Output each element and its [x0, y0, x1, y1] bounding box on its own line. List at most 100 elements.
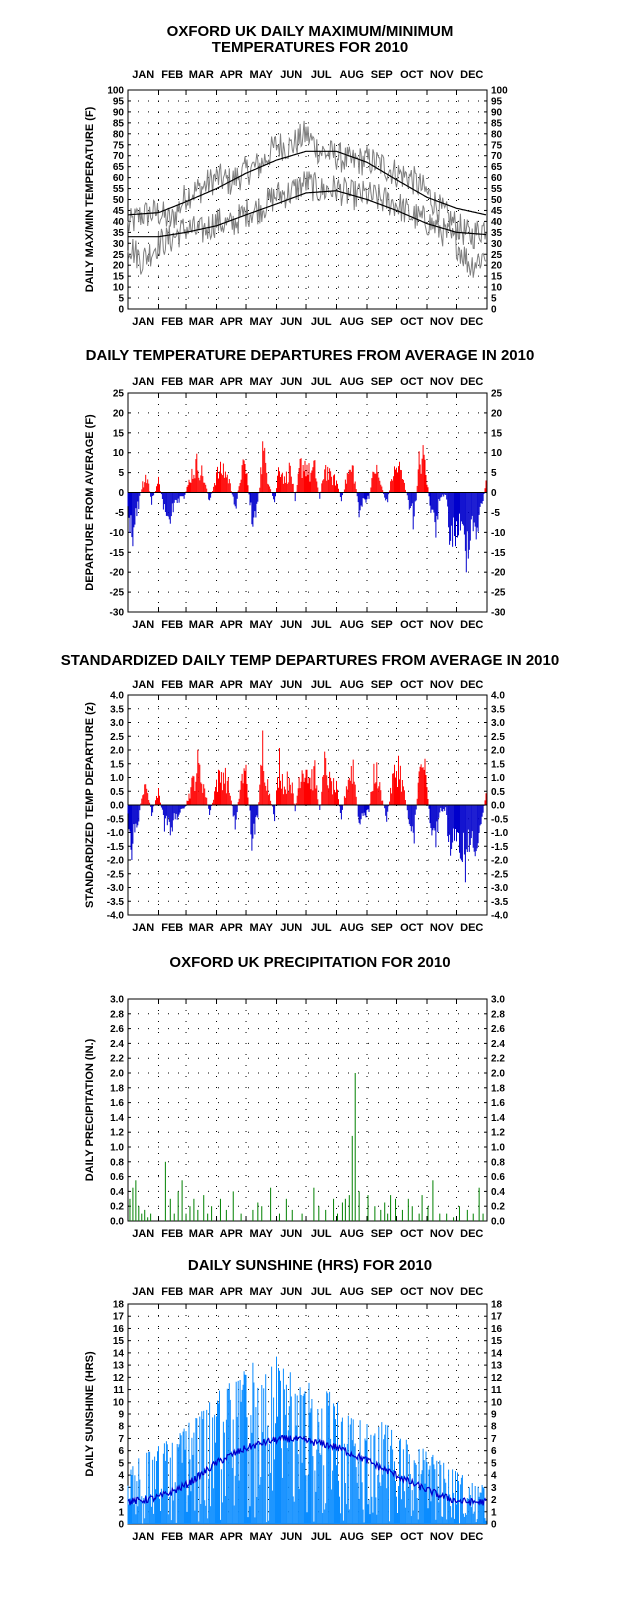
y-tick-label-right: 60: [491, 173, 503, 184]
y-tick-label-right: 2.0: [491, 1069, 505, 1080]
y-tick-label-right: -20: [491, 568, 506, 579]
y-tick-label-left: 70: [113, 151, 125, 162]
y-tick-label-right: -3.5: [491, 897, 509, 908]
month-label-top: MAY: [250, 376, 274, 388]
month-label-top: JAN: [132, 376, 154, 388]
y-tick-label-right: -25: [491, 588, 506, 599]
y-tick-label-right: 15: [491, 272, 503, 283]
month-label-top: NOV: [430, 69, 455, 81]
y-tick-label-right: 10: [491, 1397, 503, 1408]
month-label-bottom: AUG: [340, 1531, 364, 1543]
y-tick-label-left: -2.5: [107, 869, 125, 880]
month-label-top: AUG: [340, 376, 364, 388]
y-tick-label-left: 2: [118, 1495, 124, 1506]
month-label-top: AUG: [340, 679, 364, 691]
y-tick-label-right: -5: [491, 508, 500, 519]
y-tick-label-left: 0.6: [110, 1172, 124, 1183]
y-tick-label-left: 13: [113, 1361, 125, 1372]
month-label-top: JUL: [311, 69, 332, 81]
month-label-bottom: APR: [220, 619, 243, 631]
y-tick-label-left: -25: [110, 588, 125, 599]
month-label-bottom: JUL: [311, 619, 332, 631]
chart-title: DAILY SUNSHINE (HRS) FOR 2010: [188, 1257, 432, 1274]
month-label-bottom: DEC: [460, 1531, 483, 1543]
y-tick-label-right: 25: [491, 250, 503, 261]
y-tick-label-left: 8: [118, 1422, 124, 1433]
y-tick-label-right: 25: [491, 389, 503, 400]
y-tick-label-left: -3.5: [107, 897, 125, 908]
month-label-bottom: MAY: [250, 1228, 274, 1240]
month-label-top: JUN: [280, 1286, 302, 1298]
y-tick-label-right: 3.5: [491, 704, 505, 715]
month-label-top: FEB: [161, 1286, 183, 1298]
y-tick-label-left: 17: [113, 1312, 125, 1323]
month-label-top: MAR: [189, 69, 214, 81]
month-label-top: APR: [220, 1286, 243, 1298]
y-tick-label-right: 0: [491, 488, 497, 499]
y-tick-label-left: -0.5: [107, 814, 125, 825]
month-label-top: FEB: [161, 679, 183, 691]
month-label-bottom: FEB: [161, 316, 183, 328]
y-tick-label-right: 1.8: [491, 1083, 505, 1094]
y-tick-label-left: 0.2: [110, 1202, 124, 1213]
month-label-bottom: OCT: [400, 922, 424, 934]
y-tick-label-left: 1.0: [110, 1143, 124, 1154]
month-label-top: AUG: [340, 69, 364, 81]
y-tick-label-right: 2.8: [491, 1009, 505, 1020]
month-label-bottom: SEP: [371, 1228, 393, 1240]
y-tick-label-right: 20: [491, 261, 503, 272]
y-tick-label-left: 18: [113, 1300, 125, 1311]
y-tick-label-left: 2.4: [110, 1039, 124, 1050]
month-label-top: FEB: [161, 376, 183, 388]
month-label-bottom: MAR: [189, 316, 214, 328]
y-tick-label-right: 2.2: [491, 1054, 505, 1065]
y-tick-label-right: 11: [491, 1385, 502, 1396]
y-tick-label-right: -1.5: [491, 842, 509, 853]
y-tick-label-right: 1.4: [491, 1113, 505, 1124]
y-tick-label-left: 50: [113, 195, 125, 206]
month-label-top: OCT: [400, 376, 424, 388]
month-label-bottom: JAN: [132, 316, 154, 328]
y-tick-label-right: 5: [491, 294, 497, 305]
y-tick-label-left: 0: [118, 305, 124, 316]
chart-title: OXFORD UK PRECIPITATION FOR 2010: [169, 954, 450, 971]
month-label-bottom: JAN: [132, 619, 154, 631]
month-label-top: APR: [220, 376, 243, 388]
y-axis-label: STANDARDIZED TEMP DEPARTURE (z): [84, 702, 96, 908]
y-tick-label-left: 5: [118, 1458, 124, 1469]
y-tick-label-right: 4.0: [491, 691, 505, 702]
y-tick-label-right: -2.0: [491, 856, 509, 867]
y-tick-label-right: 1.0: [491, 1143, 505, 1154]
month-label-top: APR: [220, 679, 243, 691]
y-tick-label-right: 18: [491, 1300, 503, 1311]
y-tick-label-left: -5: [115, 508, 124, 519]
y-tick-label-right: 45: [491, 206, 503, 217]
month-label-top: JUL: [311, 679, 332, 691]
y-tick-label-left: -20: [110, 568, 125, 579]
month-label-top: JUL: [311, 376, 332, 388]
y-tick-label-right: 17: [491, 1312, 503, 1323]
y-tick-label-left: 55: [113, 184, 125, 195]
y-tick-label-left: 9: [118, 1410, 124, 1421]
y-tick-label-left: 0.0: [110, 1217, 124, 1228]
chart-std: STANDARDIZED DAILY TEMP DEPARTURES FROM …: [61, 652, 559, 934]
month-label-top: JUN: [280, 679, 302, 691]
y-tick-label-left: 0.0: [110, 801, 124, 812]
y-tick-label-right: 2: [491, 1495, 497, 1506]
y-tick-label-left: 60: [113, 173, 125, 184]
y-tick-label-left: 3.0: [110, 718, 124, 729]
y-tick-label-left: 85: [113, 118, 125, 129]
month-label-bottom: NOV: [430, 316, 455, 328]
y-axis-label: DAILY SUNSHINE (HRS): [84, 1351, 96, 1477]
y-tick-label-left: 45: [113, 206, 125, 217]
month-label-bottom: APR: [220, 1228, 243, 1240]
y-tick-label-right: 70: [491, 151, 503, 162]
y-tick-label-left: -1.5: [107, 842, 125, 853]
month-label-bottom: OCT: [400, 1531, 424, 1543]
y-tick-label-left: 80: [113, 129, 125, 140]
y-tick-label-left: 2.5: [110, 732, 124, 743]
y-tick-label-left: 25: [113, 389, 125, 400]
y-tick-label-right: 16: [491, 1324, 503, 1335]
month-label-bottom: SEP: [371, 619, 393, 631]
